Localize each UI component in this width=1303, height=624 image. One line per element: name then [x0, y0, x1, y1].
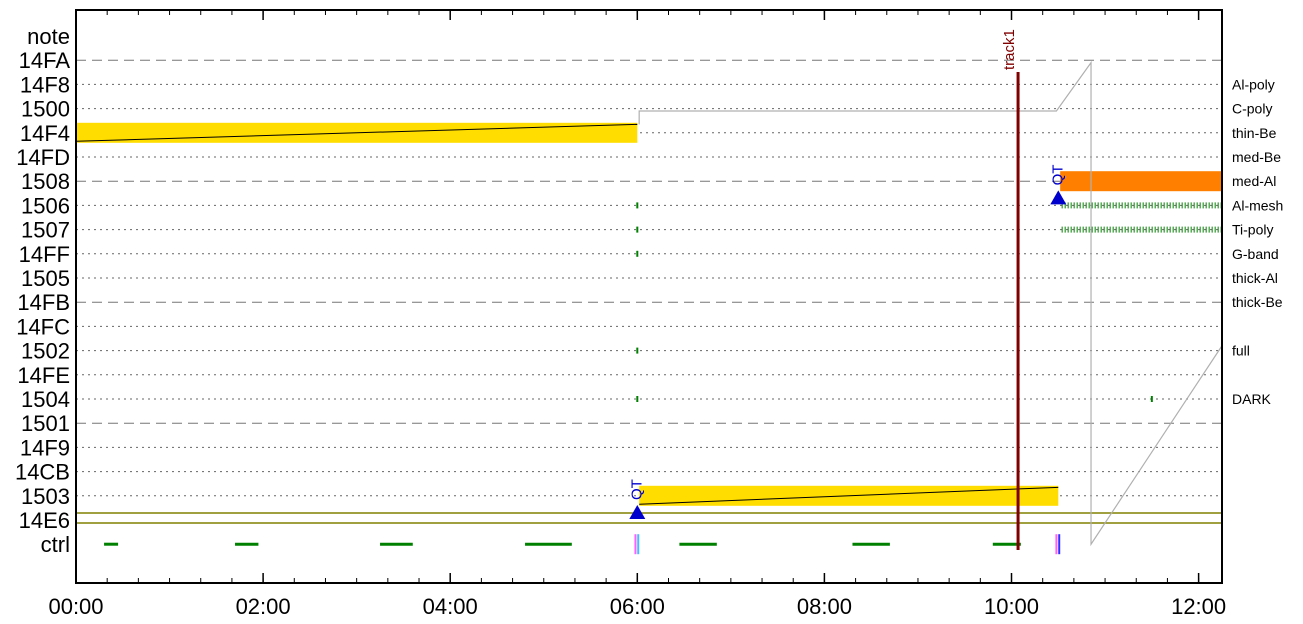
x-tick-label-00-00: 00:00: [48, 594, 103, 619]
row-label-14f4: 14F4: [20, 121, 70, 146]
row-label-14fc: 14FC: [16, 314, 70, 339]
filter-label-g-band: G-band: [1232, 246, 1279, 262]
row-gridlines: [76, 59, 1222, 524]
row-label-1504: 1504: [21, 387, 70, 412]
filter-label-full: full: [1232, 343, 1250, 359]
qt-marker-0: [629, 505, 646, 519]
row-label-1501: 1501: [21, 411, 70, 436]
row-label-1506: 1506: [21, 193, 70, 218]
x-tick-label-02-00: 02:00: [236, 594, 291, 619]
x-tick-label-04-00: 04:00: [423, 594, 478, 619]
event-marks: [636, 202, 1222, 402]
filter-label-al-poly: Al-poly: [1232, 76, 1275, 92]
track-label: track1: [1001, 29, 1018, 70]
trend-line-1: [639, 486, 1059, 505]
row-label-1507: 1507: [21, 218, 70, 243]
row-label-1508: 1508: [21, 169, 70, 194]
filter-labels: Al-poly C-poly thin-Be med-Be med-Al Al-mesh T…: [1232, 76, 1283, 407]
qt-markers: QT QT: [628, 165, 1067, 519]
filter-label-dark: DARK: [1232, 391, 1272, 407]
row-label-ctrl: ctrl: [41, 532, 70, 557]
qt-label-1: QT: [1049, 165, 1066, 186]
row-label-1505: 1505: [21, 266, 70, 291]
row-label-14f9: 14F9: [20, 435, 70, 460]
qt-label-0: QT: [628, 479, 645, 500]
track-line: track1: [1001, 29, 1020, 550]
row-label-1503: 1503: [21, 484, 70, 509]
filter-label-med-al: med-Al: [1232, 173, 1276, 189]
row-label-14fd: 14FD: [16, 145, 70, 170]
x-tick-label-12-00: 12:00: [1171, 594, 1226, 619]
x-axis: 00:00 02:00 04:00 06:00 08:00 10:00 12:00: [48, 10, 1226, 619]
filter-step-path: [638, 60, 1223, 547]
row-label-14fb: 14FB: [17, 290, 70, 315]
row-label-14fe: 14FE: [17, 363, 70, 388]
x-tick-label-10-00: 10:00: [984, 594, 1039, 619]
row-label-14f8: 14F8: [20, 72, 70, 97]
trend-line-0: [75, 123, 638, 142]
exposure-bars: [75, 122, 1222, 506]
bar-1508: [1060, 171, 1222, 192]
x-tick-label-08-00: 08:00: [797, 594, 852, 619]
step-path: [638, 60, 1223, 547]
row-label-14ff: 14FF: [19, 242, 70, 267]
filter-label-thick-al: thick-Al: [1232, 270, 1278, 286]
filter-label-med-be: med-Be: [1232, 149, 1281, 165]
row-label-1500: 1500: [21, 97, 70, 122]
row-label-note: note: [27, 24, 70, 49]
row-label-14e6: 14E6: [19, 508, 70, 533]
plot-frame: [75, 9, 1223, 584]
x-tick-label-06-00: 06:00: [610, 594, 665, 619]
ctrl-row: [104, 534, 1061, 555]
row-label-14fa: 14FA: [19, 48, 71, 73]
filter-label-thick-be: thick-Be: [1232, 294, 1283, 310]
filter-label-ti-poly: Ti-poly: [1232, 222, 1274, 238]
qt-marker-1: [1050, 190, 1067, 205]
row-label-1502: 1502: [21, 339, 70, 364]
filter-label-c-poly: C-poly: [1232, 101, 1272, 117]
filter-label-thin-be: thin-Be: [1232, 125, 1277, 141]
row-label-14cb: 14CB: [15, 460, 70, 485]
filter-label-al-mesh: Al-mesh: [1232, 197, 1283, 213]
row-labels: note14FA14F8150014F414FD15081506150714FF…: [15, 24, 70, 557]
